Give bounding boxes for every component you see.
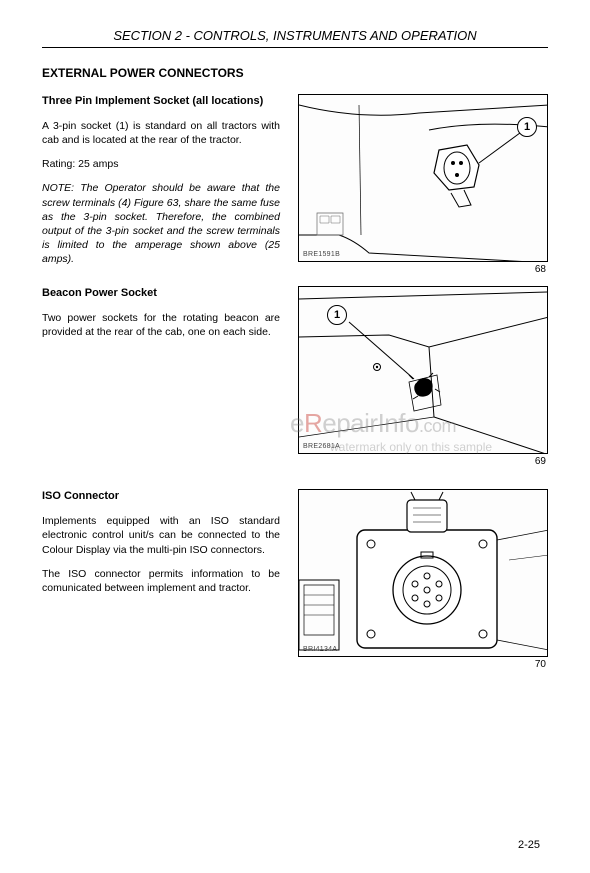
page-number: 2-25	[518, 839, 540, 851]
figure-number: 69	[535, 456, 548, 467]
paragraph: Implements equipped with an ISO standard…	[42, 514, 280, 557]
figure-69: 1 BRE2681A	[298, 286, 548, 454]
figure-number: 68	[535, 264, 548, 275]
figure-68: 1 BRE1591B	[298, 94, 548, 262]
subtitle: ISO Connector	[42, 489, 280, 504]
content-row: Beacon Power Socket Two power sockets fo…	[42, 286, 548, 467]
subtitle: Three Pin Implement Socket (all location…	[42, 94, 280, 109]
figure-column: 1 BRE1591B 68	[294, 94, 548, 276]
figure-illustration	[299, 490, 548, 657]
figure-ref: BRI4134A	[303, 646, 337, 653]
figure-70: BRI4134A	[298, 489, 548, 657]
text-column: Beacon Power Socket Two power sockets fo…	[42, 286, 280, 467]
section-header: SECTION 2 - CONTROLS, INSTRUMENTS AND OP…	[42, 28, 548, 48]
figure-illustration	[299, 95, 548, 262]
paragraph: A 3-pin socket (1) is standard on all tr…	[42, 119, 280, 147]
figure-callout: 1	[517, 117, 537, 137]
text-column: ISO Connector Implements equipped with a…	[42, 489, 280, 670]
note-paragraph: NOTE: The Operator should be aware that …	[42, 181, 280, 266]
page-title: EXTERNAL POWER CONNECTORS	[42, 66, 548, 80]
paragraph: The ISO connector permits information to…	[42, 567, 280, 595]
figure-number: 70	[535, 659, 548, 670]
content-row: ISO Connector Implements equipped with a…	[42, 489, 548, 670]
text-column: Three Pin Implement Socket (all location…	[42, 94, 280, 276]
paragraph: Rating: 25 amps	[42, 157, 280, 171]
figure-ref: BRE2681A	[303, 443, 340, 450]
subtitle: Beacon Power Socket	[42, 286, 280, 301]
figure-ref: BRE1591B	[303, 251, 340, 258]
figure-column: BRI4134A 70	[294, 489, 548, 670]
figure-column: 1 BRE2681A 69	[294, 286, 548, 467]
paragraph: Two power sockets for the rotating beaco…	[42, 311, 280, 339]
content-row: Three Pin Implement Socket (all location…	[42, 94, 548, 276]
